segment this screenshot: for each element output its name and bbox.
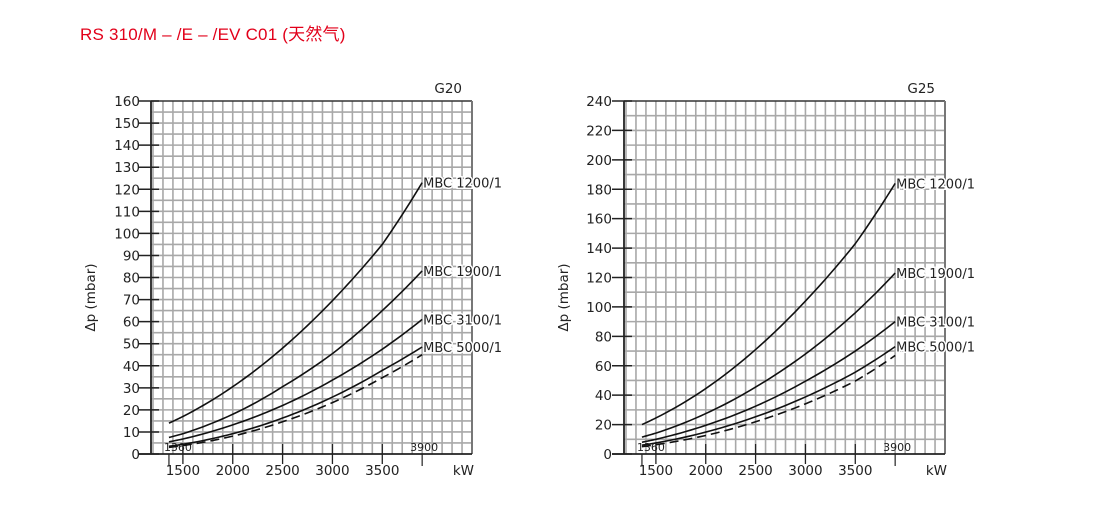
- y-tick-label: 30: [123, 381, 140, 397]
- series-line: [641, 182, 896, 426]
- y-tick-label: 160: [114, 94, 140, 110]
- range-marker-label: 3900: [410, 441, 438, 454]
- x-tick-label: 3500: [365, 463, 399, 479]
- series-line-dashed: [168, 354, 423, 449]
- chart-g20: 0 10 20 30 40 50 60 70 80 90 100 110 120 130 140 150 160…: [83, 81, 504, 479]
- y-tick-label: 60: [123, 315, 140, 331]
- y-tick-label: 40: [595, 388, 612, 404]
- y-tick-label: 60: [595, 359, 612, 375]
- y-tick-label: 80: [123, 271, 140, 287]
- x-tick-label: 3000: [788, 463, 822, 479]
- x-tick-label: 3000: [315, 463, 349, 479]
- series-label: MBC 3100/1: [423, 313, 502, 328]
- x-tick-label: 2500: [265, 463, 299, 479]
- x-tick-label: 3500: [838, 463, 872, 479]
- series-label: MBC 1200/1: [896, 177, 975, 192]
- x-tick-label: 1500: [166, 463, 200, 479]
- series-label: MBC 1900/1: [896, 267, 975, 282]
- x-axis-label: kW: [926, 463, 947, 479]
- y-tick-label: 120: [114, 182, 140, 198]
- x-tick-label: 1500: [639, 463, 673, 479]
- y-tick-label: 140: [586, 241, 612, 257]
- x-tick-label: 2000: [689, 463, 723, 479]
- y-tick-label: 50: [123, 337, 140, 353]
- series-line: [641, 272, 896, 438]
- range-marker-label: 1360: [637, 441, 665, 454]
- series-line: [168, 270, 423, 439]
- y-tick-label: 100: [114, 226, 140, 242]
- series-line: [168, 182, 423, 424]
- series-line: [641, 321, 896, 444]
- y-tick-label: 100: [586, 300, 612, 316]
- series-group: MBC 1200/1 MBC 1900/1 MBC 3100/1 MBC 5000/1: [641, 176, 977, 448]
- series-line: [168, 346, 423, 448]
- y-axis-label: Δp (mbar): [83, 263, 99, 331]
- series-group: MBC 1200/1 MBC 1900/1 MBC 3100/1 MBC 5000/1: [168, 175, 504, 449]
- chart-g25: 0 20 40 60 80 100 120 140 160 180 200 220 240 1500 200…: [556, 81, 977, 479]
- y-tick-label: 150: [114, 116, 140, 132]
- y-tick-label: 0: [131, 447, 140, 463]
- grid: [624, 101, 945, 454]
- series-line: [168, 318, 423, 443]
- y-tick-label: 70: [123, 293, 140, 309]
- chart-title: G25: [907, 81, 935, 97]
- series-label: MBC 3100/1: [896, 316, 975, 331]
- series-line-dashed: [641, 354, 896, 448]
- x-axis-label: kW: [453, 463, 474, 479]
- y-tick-label: 240: [586, 94, 612, 110]
- series-label: MBC 5000/1: [896, 341, 975, 356]
- y-tick-label: 140: [114, 138, 140, 154]
- y-tick-label: 160: [586, 212, 612, 228]
- range-marker-label: 3900: [883, 441, 911, 454]
- series-label: MBC 1200/1: [423, 177, 502, 192]
- x-tick-label: 2000: [216, 463, 250, 479]
- y-tick-label: 10: [123, 425, 140, 441]
- y-tick-label: 180: [586, 182, 612, 198]
- y-tick-label: 40: [123, 359, 140, 375]
- y-tick-label: 90: [123, 248, 140, 264]
- y-tick-label: 120: [586, 271, 612, 287]
- y-tick-label: 130: [114, 160, 140, 176]
- page-title: RS 310/M – /E – /EV C01 (天然气): [80, 25, 346, 44]
- series-label: MBC 5000/1: [423, 341, 502, 356]
- series-label: MBC 1900/1: [423, 265, 502, 280]
- y-tick-label: 20: [123, 403, 140, 419]
- y-tick-label: 110: [114, 204, 140, 220]
- y-tick-label: 200: [586, 153, 612, 169]
- y-tick-label: 0: [603, 447, 612, 463]
- x-tick-label: 2500: [738, 463, 772, 479]
- y-tick-label: 80: [595, 329, 612, 345]
- y-tick-label: 20: [595, 418, 612, 434]
- y-tick-label: 220: [586, 123, 612, 139]
- grid: [151, 101, 472, 454]
- y-axis-label: Δp (mbar): [556, 263, 572, 331]
- chart-title: G20: [434, 81, 462, 97]
- series-line: [641, 345, 896, 446]
